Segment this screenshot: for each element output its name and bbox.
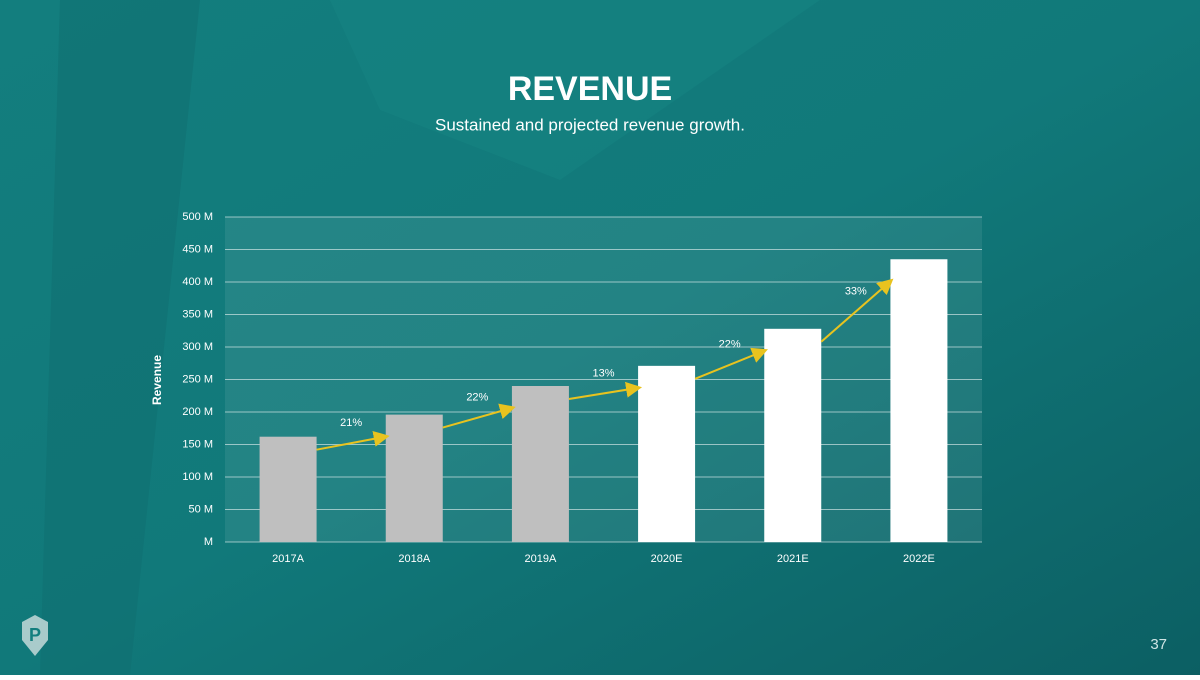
y-tick-label: 300 M <box>182 341 213 353</box>
growth-arrow <box>694 347 768 380</box>
y-tick-label: 50 M <box>189 503 213 515</box>
bg-shape <box>40 0 200 675</box>
y-tick-label: M <box>204 536 213 548</box>
logo <box>22 615 48 656</box>
x-tick-label: 2018A <box>398 553 430 565</box>
y-tick-label: 200 M <box>182 406 213 418</box>
x-tick-label: 2020E <box>651 553 683 565</box>
bar <box>511 386 569 542</box>
bg-shape <box>330 0 820 180</box>
title: REVENUE <box>508 70 672 108</box>
growth-arrow <box>820 278 894 343</box>
bar <box>385 414 443 542</box>
bar <box>259 436 317 542</box>
bar <box>890 259 948 542</box>
y-tick-label: 100 M <box>182 471 213 483</box>
growth-label: 22% <box>719 339 741 351</box>
logo-letter: P <box>29 625 41 645</box>
y-axis-label: Revenue <box>150 355 164 405</box>
y-tick-label: 450 M <box>182 243 213 255</box>
x-tick-label: 2019A <box>525 553 557 565</box>
bar <box>638 365 696 542</box>
subtitle: Sustained and projected revenue growth. <box>435 115 745 134</box>
y-tick-label: 150 M <box>182 438 213 450</box>
growth-label: 22% <box>466 392 488 404</box>
growth-label: 13% <box>592 367 614 379</box>
growth-label: 21% <box>340 417 362 429</box>
bar <box>764 328 822 542</box>
x-tick-label: 2022E <box>903 553 935 565</box>
chart: M 50 M 100 M 150 M 200 M 250 M 300 M 350 M 400 M… <box>182 211 982 565</box>
y-tick-label: 350 M <box>182 308 213 320</box>
growth-arrow <box>316 430 390 451</box>
growth-arrow <box>568 381 643 400</box>
y-tick-label: 400 M <box>182 276 213 288</box>
y-tick-label: 500 M <box>182 211 213 223</box>
y-tick-label: 250 M <box>182 373 213 385</box>
x-tick-label: 2021E <box>777 553 809 565</box>
x-tick-label: 2017A <box>272 553 304 565</box>
page-number: 37 <box>1150 636 1167 653</box>
growth-label: 33% <box>845 285 867 297</box>
growth-arrow <box>442 403 516 429</box>
